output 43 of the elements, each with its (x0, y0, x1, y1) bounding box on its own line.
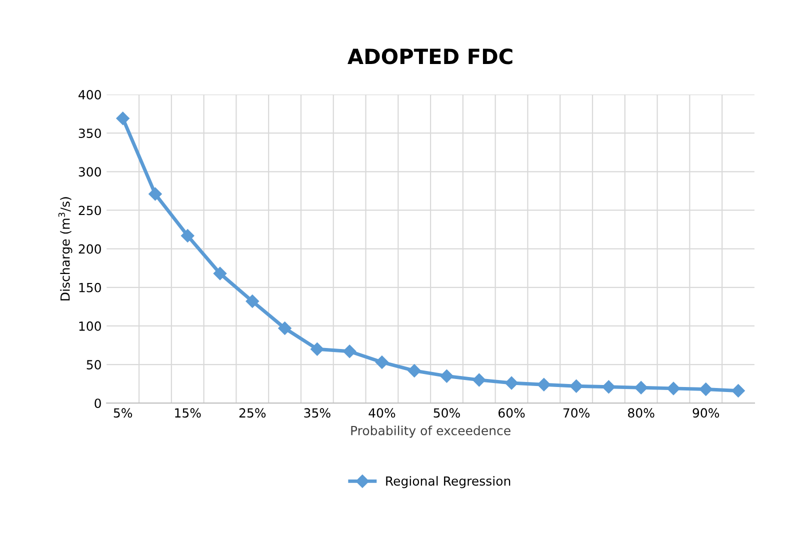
x-tick-label: 15% (175, 408, 201, 418)
point (634, 381, 648, 394)
y-tick-label: 350 (78, 128, 101, 138)
point (537, 378, 551, 392)
y-tick-label: 400 (78, 90, 101, 100)
y-tick-label: 0 (94, 398, 101, 408)
point (408, 364, 421, 378)
y-tick-label: 300 (78, 167, 101, 177)
chart-title: ADOPTED FDC (348, 48, 512, 64)
x-tick-label: 80% (628, 408, 654, 418)
y-tick-label: 150 (79, 282, 101, 292)
y-tick-label: 50 (86, 360, 101, 370)
y-tick-label: 100 (79, 321, 101, 331)
x-tick-label: 35% (304, 408, 330, 418)
x-tick-label: 40% (368, 408, 396, 418)
point (440, 370, 454, 383)
x-tick-label: 60% (498, 408, 525, 418)
point (116, 112, 130, 126)
legend-label: Regional Regression (386, 476, 510, 488)
point (602, 380, 616, 394)
point (732, 384, 745, 398)
y-axis-title: Discharge (m$^{3}$/s) (58, 197, 72, 300)
point (570, 380, 583, 393)
x-tick-label: 90% (692, 408, 720, 418)
x-tick-label: 70% (563, 408, 590, 418)
y-tick-label: 200 (78, 244, 101, 254)
y-tick-label: 250 (78, 206, 101, 216)
point (310, 342, 324, 356)
point (666, 382, 680, 396)
point (342, 344, 356, 358)
x-tick-label: 50% (434, 408, 460, 418)
point (278, 322, 292, 335)
x-tick-label: 25% (239, 408, 266, 418)
point (148, 187, 162, 201)
point (213, 266, 227, 280)
point (699, 382, 712, 396)
x-tick-label: 5% (114, 408, 132, 418)
point (181, 229, 194, 242)
point (472, 373, 486, 387)
point (246, 294, 259, 308)
point (504, 376, 518, 390)
x-axis-title: Probability of exceedence (351, 426, 510, 438)
point (375, 356, 389, 369)
